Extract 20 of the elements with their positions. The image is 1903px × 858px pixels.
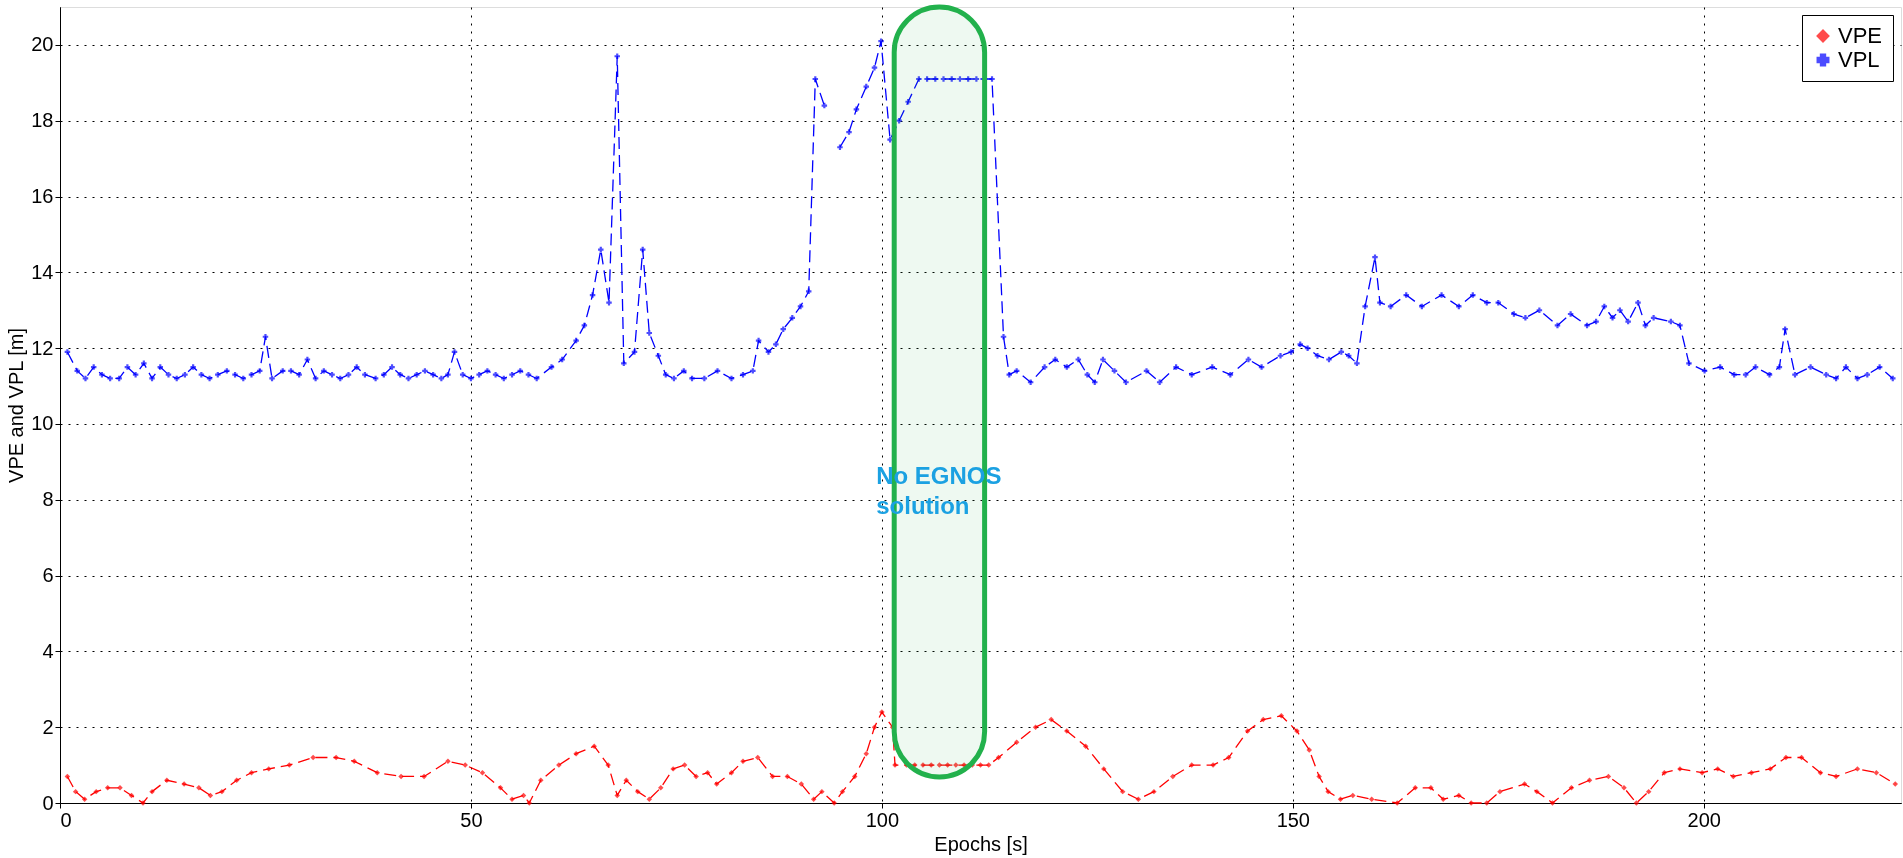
y-tick-label: 12 [31,336,54,359]
y-tick-label: 14 [31,260,54,283]
y-tick-label: 18 [31,109,54,132]
y-tick-label: 0 [42,791,54,814]
y-tick-label: 16 [31,185,54,208]
y-tick-label: 4 [42,639,54,662]
x-tick-label: 150 [1276,808,1310,831]
legend-label: VPE [1838,23,1883,48]
x-tick-label: 200 [1687,808,1721,831]
y-tick-label: 10 [31,412,54,435]
y-tick-label: 20 [31,33,54,56]
y-tick-label: 8 [42,488,54,511]
y-axis-title: VPE and VPL [m] [5,328,28,483]
x-tick-label: 100 [865,808,900,831]
y-tick-label: 6 [42,564,54,587]
legend-label: VPL [1838,47,1880,72]
x-tick-label: 50 [460,808,483,831]
y-tick-label: 2 [42,715,54,738]
x-tick-label: 0 [60,808,72,831]
x-axis-title: Epochs [s] [934,832,1028,855]
